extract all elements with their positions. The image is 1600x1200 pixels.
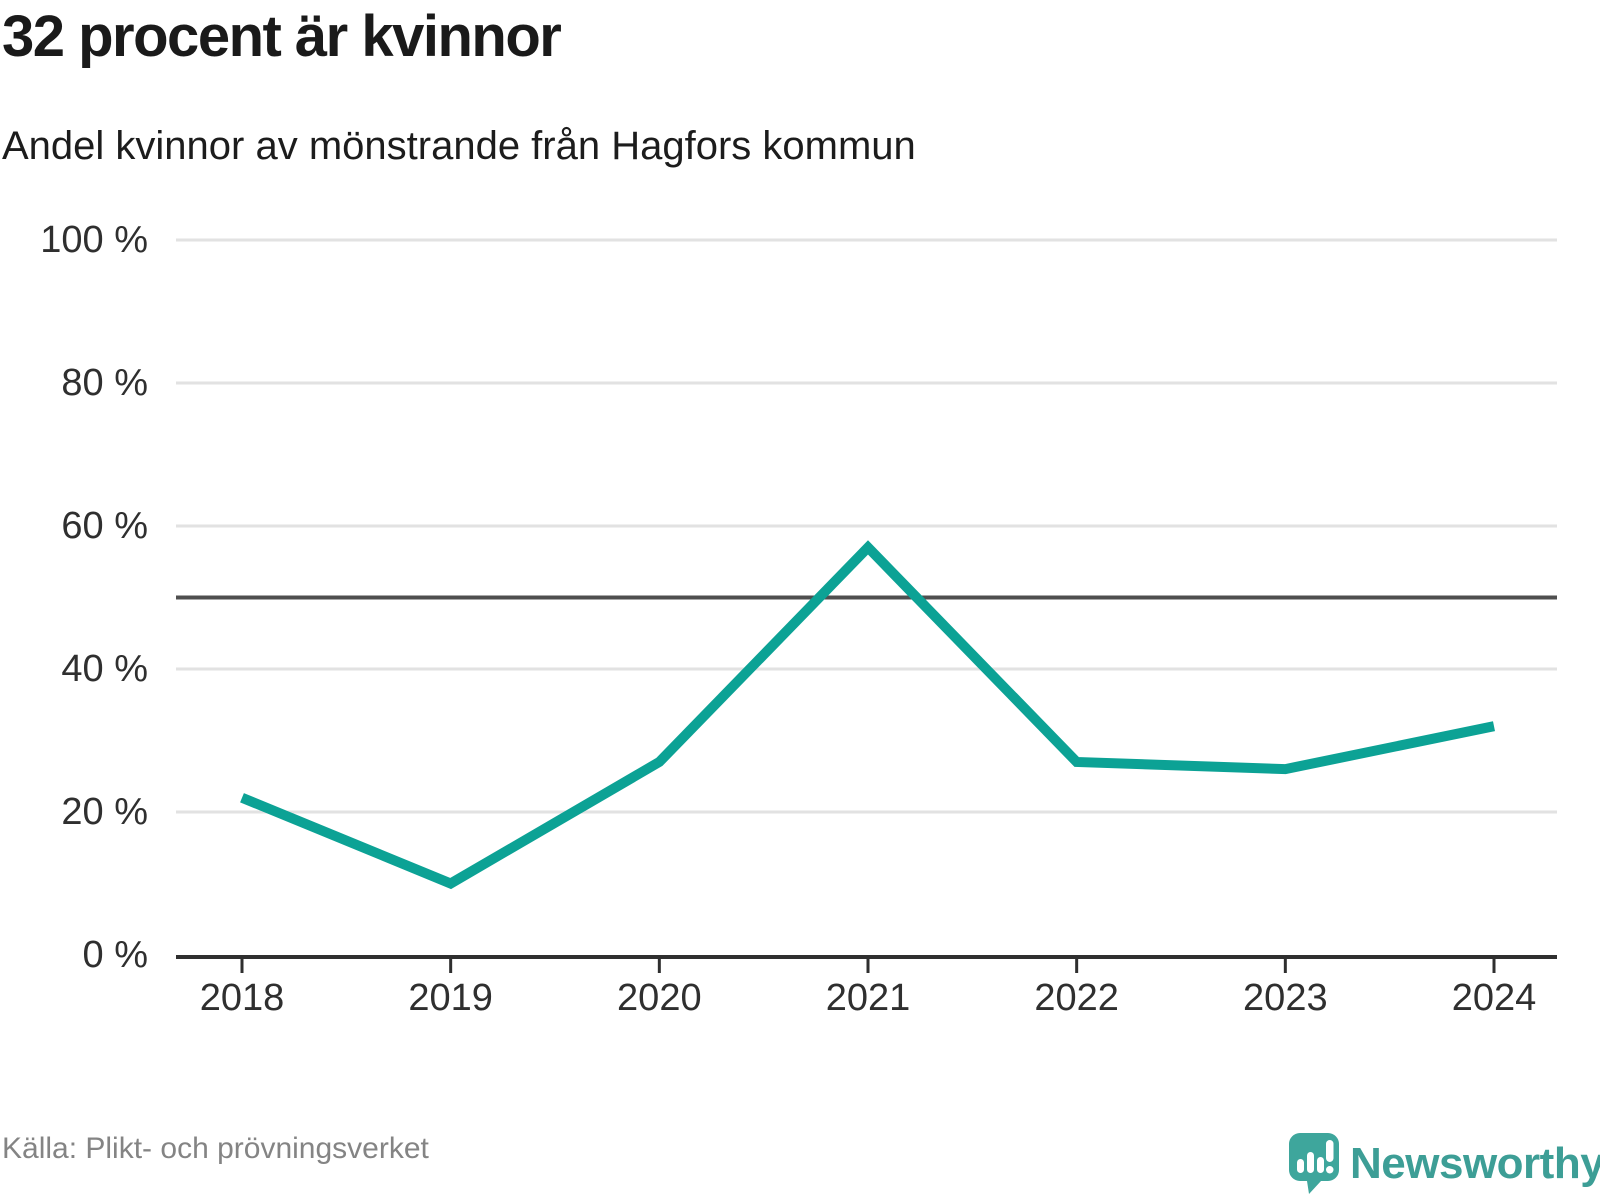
y-axis-label: 80 % <box>61 362 148 404</box>
chart-subtitle: Andel kvinnor av mönstrande från Hagfors… <box>2 124 916 168</box>
x-axis-label: 2024 <box>1451 977 1537 1019</box>
chart-title: 32 procent är kvinnor <box>2 4 562 69</box>
y-axis-label: 100 % <box>40 219 148 261</box>
x-axis-label: 2021 <box>825 977 911 1019</box>
x-axis-label: 2020 <box>617 977 702 1019</box>
y-axis-label: 0 % <box>82 934 148 976</box>
brand-logo: Newsworthy <box>1288 1132 1600 1196</box>
source-note: Källa: Plikt- och prövningsverket <box>2 1132 429 1165</box>
x-axis-label: 2023 <box>1243 977 1328 1019</box>
y-axis-label: 60 % <box>61 505 148 547</box>
x-axis-label: 2019 <box>408 977 493 1019</box>
y-axis-label: 20 % <box>61 791 148 833</box>
brand-wordmark: Newsworthy <box>1350 1139 1600 1188</box>
y-axis-label: 40 % <box>61 648 148 690</box>
x-axis-label: 2022 <box>1034 977 1119 1019</box>
x-axis-label: 2018 <box>199 977 285 1019</box>
newsworthy-bubble-bar-chart-icon <box>1289 1133 1339 1194</box>
data-line-andel-kvinnor <box>240 540 1496 890</box>
